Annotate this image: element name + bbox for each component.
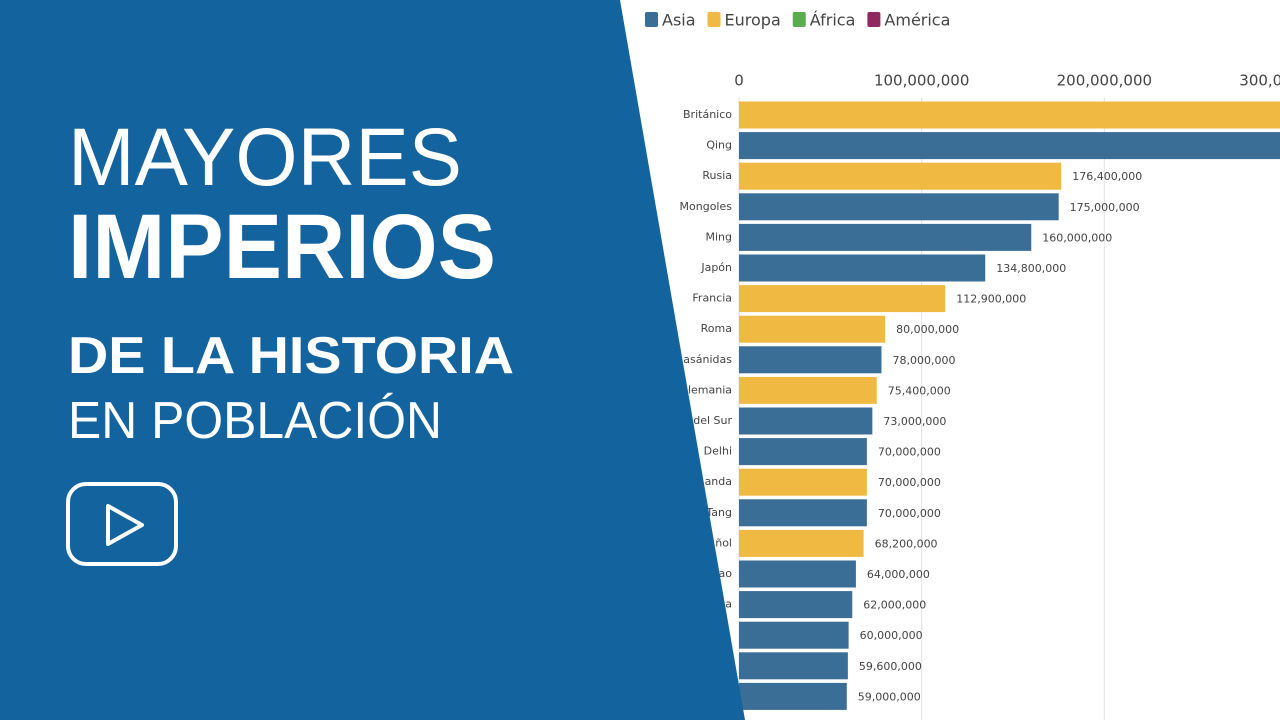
y-tick-label: Francia (692, 292, 732, 305)
value-label: 80,000,000 (896, 323, 959, 336)
legend-label: Asia (662, 11, 696, 30)
value-label: 60,000,000 (860, 629, 923, 642)
bar (739, 162, 1062, 190)
y-tick-label: Japón (700, 261, 732, 274)
y-tick-label: Británico (683, 108, 732, 121)
value-label: 70,000,000 (878, 507, 941, 520)
bar (739, 652, 848, 680)
y-tick-label: del Sur (693, 414, 732, 427)
y-tick-label: asánidas (683, 353, 732, 366)
y-tick-label: anda (705, 475, 732, 488)
bar (739, 529, 864, 557)
bar (739, 376, 877, 404)
value-label: 59,000,000 (858, 690, 921, 703)
legend-label: África (810, 11, 856, 30)
bar (739, 621, 849, 649)
y-tick-label: a (725, 598, 732, 611)
y-tick-label: Ming (705, 230, 732, 243)
bar (739, 254, 986, 282)
bar (739, 407, 873, 435)
y-tick-label: Qing (706, 139, 732, 152)
legend-swatch (645, 12, 658, 27)
y-tick-label: Tang (705, 506, 732, 519)
value-label: 75,400,000 (888, 384, 951, 397)
title-line: MAYORES (68, 112, 462, 203)
value-label: 78,000,000 (892, 354, 955, 367)
play-icon[interactable] (106, 504, 144, 546)
title-line: EN POBLACIÓN (68, 392, 442, 450)
bar (739, 438, 867, 466)
bar (739, 591, 853, 619)
title-line: DE LA HISTORIA (68, 327, 514, 385)
x-tick-label: 100,000,000 (874, 72, 969, 90)
bar (739, 682, 847, 710)
legend-swatch (867, 12, 881, 27)
title-line: IMPERIOS (68, 196, 496, 298)
chart: Asia Europa África América 0 100,000,000 200,0… (645, 11, 1280, 720)
y-tick-label: Mongoles (680, 200, 733, 213)
value-label: 73,000,000 (883, 415, 946, 428)
bar (739, 560, 856, 588)
overlay-panel (0, 0, 745, 720)
bar (739, 285, 946, 313)
bar (739, 132, 1280, 160)
y-tick-label: lemania (688, 383, 732, 396)
value-label: 70,000,000 (878, 446, 941, 459)
value-label: 134,800,000 (996, 262, 1066, 275)
legend-swatch (707, 12, 721, 27)
value-label: 64,000,000 (867, 568, 930, 581)
bar (739, 101, 1280, 129)
value-label: 62,000,000 (863, 599, 926, 612)
y-tick-label: ao (719, 567, 733, 580)
bar (739, 315, 886, 343)
value-label: 112,900,000 (956, 293, 1026, 306)
y-tick-label: ñol (715, 536, 732, 549)
value-label: 175,000,000 (1070, 201, 1140, 214)
bar (739, 223, 1032, 251)
y-tick-label: Roma (701, 322, 732, 335)
value-label: 59,600,000 (859, 660, 922, 673)
bar (739, 499, 867, 527)
bar (739, 346, 882, 374)
legend-swatch (792, 12, 806, 27)
value-label: 160,000,000 (1042, 231, 1112, 244)
x-tick-label: 300,000,000 (1239, 72, 1280, 90)
y-tick-label: Rusia (702, 169, 732, 182)
legend-label: Europa (725, 11, 781, 30)
play-icon-frame[interactable] (66, 482, 178, 566)
x-tick-label: 0 (734, 72, 744, 90)
y-tick-label: Delhi (704, 445, 732, 458)
value-label: 68,200,000 (875, 537, 938, 550)
x-tick-label: 200,000,000 (1057, 72, 1152, 90)
value-label: 70,000,000 (878, 476, 941, 489)
legend-label: América (884, 11, 950, 30)
bar (739, 193, 1059, 221)
bar (739, 468, 867, 496)
value-label: 176,400,000 (1072, 170, 1142, 183)
